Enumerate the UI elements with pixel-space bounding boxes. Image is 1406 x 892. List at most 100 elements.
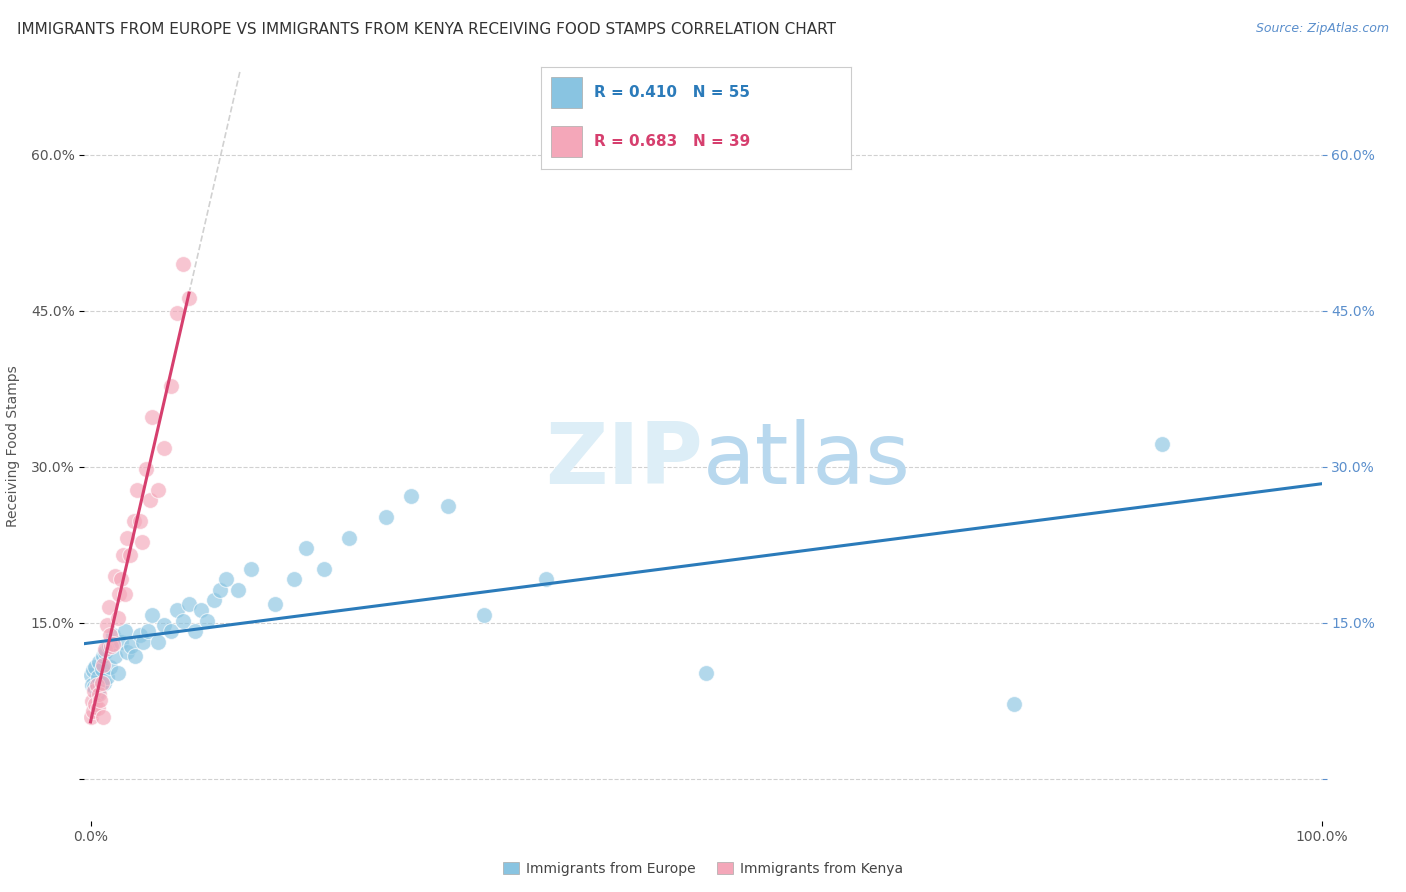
- Point: [87, 701, 110, 715]
- Point: [108, 587, 131, 601]
- Point: [208, 582, 231, 597]
- Point: [148, 483, 170, 497]
- Point: [131, 534, 153, 549]
- Point: [111, 548, 134, 563]
- Point: [84, 659, 107, 673]
- Point: [226, 582, 249, 597]
- Point: [82, 663, 104, 677]
- Point: [89, 681, 111, 695]
- Point: [153, 441, 176, 455]
- Point: [90, 662, 112, 676]
- Point: [91, 649, 114, 664]
- Point: [118, 548, 141, 563]
- Point: [124, 649, 146, 664]
- Point: [83, 683, 105, 698]
- Point: [283, 572, 305, 586]
- Point: [96, 670, 118, 684]
- Point: [117, 531, 139, 545]
- Text: Source: ZipAtlas.com: Source: ZipAtlas.com: [1256, 22, 1389, 36]
- Point: [695, 665, 717, 680]
- Point: [159, 378, 181, 392]
- Point: [127, 483, 149, 497]
- Point: [184, 624, 207, 639]
- Point: [138, 493, 160, 508]
- Point: [98, 639, 121, 653]
- Point: [177, 597, 200, 611]
- Point: [436, 500, 458, 514]
- Point: [141, 409, 163, 424]
- Point: [128, 628, 150, 642]
- Text: IMMIGRANTS FROM EUROPE VS IMMIGRANTS FROM KENYA RECEIVING FOOD STAMPS CORRELATIO: IMMIGRANTS FROM EUROPE VS IMMIGRANTS FRO…: [17, 22, 837, 37]
- Point: [166, 603, 188, 617]
- Point: [264, 597, 287, 611]
- Point: [107, 665, 129, 680]
- Point: [104, 569, 127, 583]
- Point: [159, 624, 181, 639]
- Point: [79, 709, 101, 723]
- Point: [117, 645, 139, 659]
- Point: [96, 618, 118, 632]
- Point: [91, 709, 114, 723]
- Point: [148, 634, 170, 648]
- Point: [534, 572, 557, 586]
- Point: [89, 656, 111, 670]
- Point: [138, 624, 160, 639]
- Point: [87, 670, 110, 684]
- Point: [114, 624, 136, 639]
- Text: R = 0.683   N = 39: R = 0.683 N = 39: [593, 135, 751, 149]
- Text: ZIP: ZIP: [546, 419, 703, 502]
- Point: [91, 657, 114, 672]
- Point: [166, 306, 188, 320]
- Point: [172, 614, 194, 628]
- Point: [93, 676, 115, 690]
- Point: [101, 637, 124, 651]
- Point: [153, 618, 176, 632]
- Point: [474, 607, 496, 622]
- Point: [89, 693, 111, 707]
- Point: [86, 678, 108, 692]
- Point: [110, 572, 132, 586]
- Point: [84, 697, 107, 711]
- Point: [101, 628, 124, 642]
- Point: [1150, 437, 1173, 451]
- Point: [1002, 697, 1025, 711]
- Point: [110, 634, 132, 648]
- Point: [172, 257, 194, 271]
- Point: [314, 562, 336, 576]
- Point: [80, 694, 103, 708]
- Point: [107, 611, 129, 625]
- Point: [79, 668, 101, 682]
- Point: [337, 531, 360, 545]
- Point: [197, 614, 219, 628]
- Point: [104, 649, 127, 664]
- Point: [90, 676, 112, 690]
- Point: [83, 681, 105, 695]
- Y-axis label: Receiving Food Stamps: Receiving Food Stamps: [6, 365, 20, 527]
- Point: [295, 541, 318, 555]
- Point: [120, 639, 142, 653]
- Point: [141, 607, 163, 622]
- Point: [98, 659, 121, 673]
- Point: [132, 634, 155, 648]
- Point: [98, 600, 121, 615]
- Point: [94, 642, 117, 657]
- Point: [82, 705, 104, 719]
- Point: [177, 291, 200, 305]
- Text: R = 0.410   N = 55: R = 0.410 N = 55: [593, 85, 749, 100]
- Point: [135, 462, 157, 476]
- Point: [399, 489, 422, 503]
- Point: [239, 562, 262, 576]
- Point: [375, 509, 398, 524]
- Text: atlas: atlas: [703, 419, 911, 502]
- Point: [86, 687, 108, 701]
- Point: [100, 639, 122, 653]
- Legend: Immigrants from Europe, Immigrants from Kenya: Immigrants from Europe, Immigrants from …: [498, 856, 908, 881]
- Point: [190, 603, 212, 617]
- Point: [94, 645, 117, 659]
- FancyBboxPatch shape: [551, 127, 582, 157]
- Point: [98, 628, 121, 642]
- Point: [80, 678, 103, 692]
- Point: [202, 593, 225, 607]
- Point: [114, 587, 136, 601]
- Point: [215, 572, 238, 586]
